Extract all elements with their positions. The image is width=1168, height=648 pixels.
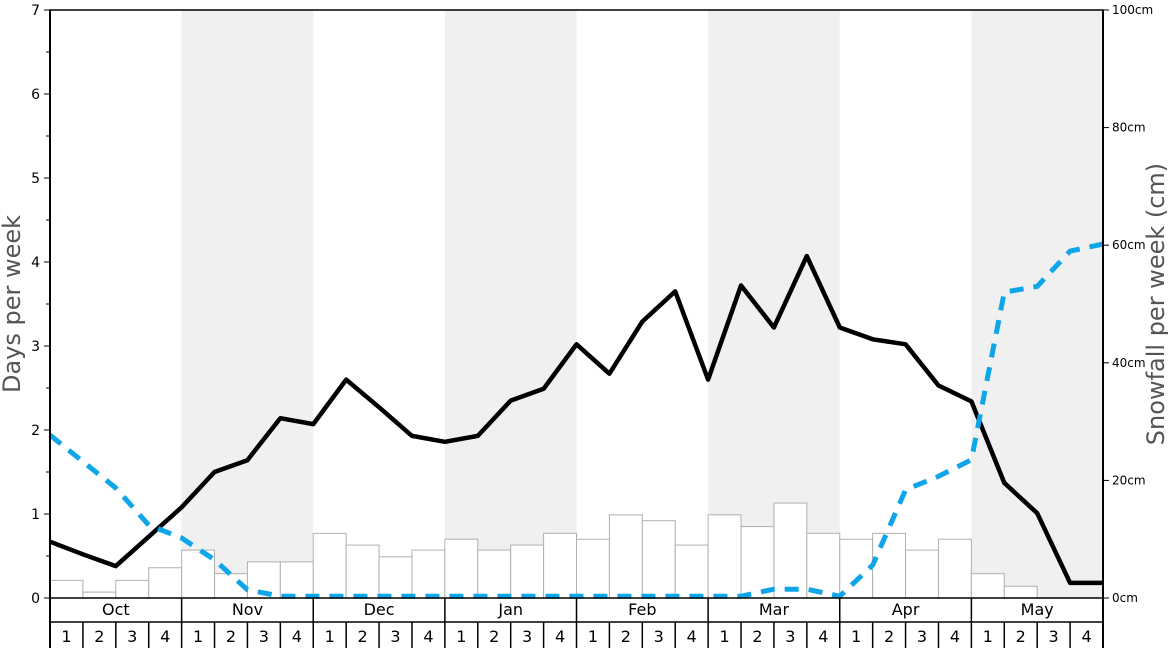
month-band-may: [971, 10, 1103, 598]
week-label: 4: [423, 627, 433, 646]
snowfall-bar: [312, 532, 347, 599]
snowfall-bar: [576, 538, 610, 599]
snowfall-bar: [115, 579, 150, 599]
snowfall-bar: [937, 538, 972, 599]
left-axis-label: Days per week: [0, 215, 26, 393]
week-label: 4: [555, 627, 565, 646]
snowfall-bar: [641, 520, 676, 599]
week-label: 2: [94, 627, 104, 646]
snowfall-bar: [378, 556, 413, 599]
month-label-nov: Nov: [232, 600, 263, 619]
right-tick-label: 80cm: [1112, 121, 1146, 135]
week-label: 1: [588, 627, 598, 646]
snowfall-bar: [872, 532, 907, 599]
snowfall-bar: [905, 549, 939, 599]
snowfall-bar: [477, 549, 512, 599]
month-label-dec: Dec: [364, 600, 395, 619]
week-label: 2: [1016, 627, 1026, 646]
week-label: 1: [719, 627, 729, 646]
snowfall-bar: [543, 532, 577, 599]
left-tick-label: 4: [31, 255, 40, 271]
month-band-jan: [444, 10, 577, 598]
right-tick-label: 20cm: [1112, 473, 1146, 487]
left-tick-label: 5: [31, 171, 40, 187]
snowfall-bar: [82, 591, 117, 599]
snowfall-bar: [970, 573, 1005, 599]
month-label-may: May: [1021, 600, 1054, 619]
snowfall-bar: [444, 538, 479, 599]
right-tick-label: 0cm: [1112, 591, 1138, 605]
right-tick-label: 60cm: [1112, 238, 1146, 252]
right-tick-label: 100cm: [1112, 3, 1153, 17]
right-axis-label: Snowfall per week (cm): [1142, 163, 1168, 445]
month-band-nov: [181, 10, 314, 598]
week-label: 4: [818, 627, 828, 646]
week-label: 4: [160, 627, 170, 646]
week-label: 3: [522, 627, 532, 646]
left-tick-label: 1: [31, 507, 40, 523]
snowfall-bar: [839, 538, 874, 599]
snowfall-bar: [49, 579, 84, 599]
week-label: 1: [325, 627, 335, 646]
week-label: 3: [390, 627, 400, 646]
week-label: 1: [193, 627, 203, 646]
snowfall-bar: [773, 502, 808, 599]
week-label: 3: [917, 627, 927, 646]
snowfall-bar: [510, 544, 545, 599]
week-label: 2: [621, 627, 631, 646]
snowfall-bar: [674, 544, 709, 599]
snowfall-bar: [740, 526, 775, 599]
snowfall-bar: [1003, 585, 1038, 599]
week-label: 4: [950, 627, 960, 646]
week-label: 3: [259, 627, 269, 646]
snowfall-bar: [411, 549, 446, 599]
left-tick-label: 2: [31, 423, 40, 439]
week-label: 1: [61, 627, 71, 646]
month-label-oct: Oct: [102, 600, 130, 619]
week-label: 1: [456, 627, 466, 646]
snowfall-bar: [279, 561, 314, 599]
week-label: 2: [752, 627, 762, 646]
week-label: 2: [358, 627, 368, 646]
week-label: 4: [687, 627, 697, 646]
snowfall-bar: [148, 567, 183, 599]
week-label: 2: [226, 627, 236, 646]
left-tick-label: 7: [31, 3, 40, 19]
right-tick-label: 40cm: [1112, 356, 1146, 370]
week-label: 1: [983, 627, 993, 646]
month-label-mar: Mar: [759, 600, 790, 619]
week-label: 3: [127, 627, 137, 646]
snowfall-bar: [707, 514, 742, 599]
week-label: 3: [1049, 627, 1059, 646]
snowfall-line: [48, 241, 1104, 599]
month-label-apr: Apr: [892, 600, 920, 619]
week-label: 2: [884, 627, 894, 646]
left-tick-label: 3: [31, 339, 40, 355]
month-label-jan: Jan: [497, 600, 523, 619]
week-label: 1: [851, 627, 861, 646]
week-label: 4: [292, 627, 302, 646]
snowfall-bar: [345, 544, 380, 599]
week-label: 4: [1081, 627, 1091, 646]
month-label-feb: Feb: [628, 600, 656, 619]
left-tick-label: 6: [31, 87, 40, 103]
snowfall-bar: [608, 514, 643, 599]
week-label: 3: [785, 627, 795, 646]
snow-days-line: [49, 253, 1103, 586]
month-band-mar: [708, 10, 840, 598]
week-label: 2: [489, 627, 499, 646]
left-tick-label: 0: [31, 591, 40, 607]
week-label: 3: [654, 627, 664, 646]
